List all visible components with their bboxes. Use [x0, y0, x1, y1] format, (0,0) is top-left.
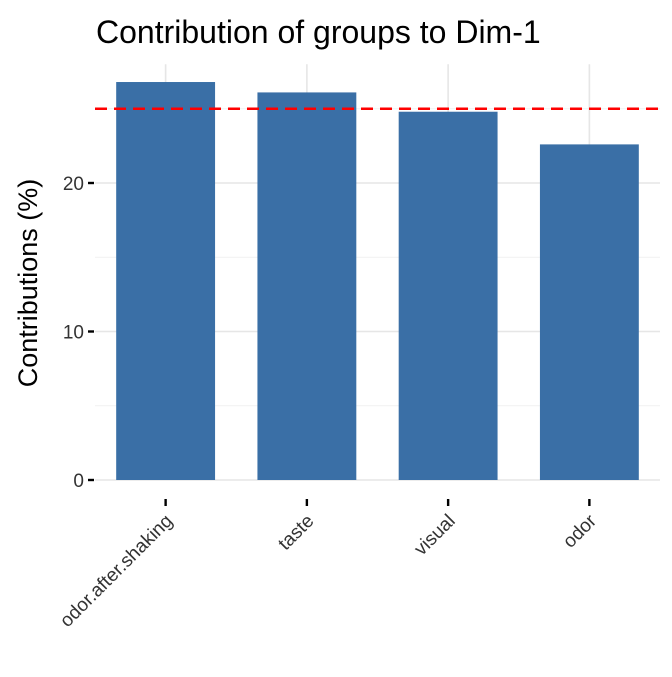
y-axis-title: Contributions (%) — [13, 179, 43, 388]
bar-visual — [398, 111, 498, 480]
bar-odor-after-shaking — [116, 82, 216, 481]
y-tick-label: 0 — [73, 471, 84, 492]
bar-taste — [257, 92, 357, 480]
bar-odor — [539, 144, 639, 480]
x-tick-label: odor — [559, 510, 601, 552]
y-tick-label: 10 — [63, 323, 84, 344]
y-tick-label: 20 — [63, 174, 84, 195]
bars — [116, 82, 639, 481]
chart-title: Contribution of groups to Dim-1 — [96, 14, 541, 50]
x-tick-label: odor.after.shaking — [56, 511, 177, 632]
x-tick-label: visual — [410, 511, 459, 560]
x-tick-label: taste — [274, 511, 318, 555]
